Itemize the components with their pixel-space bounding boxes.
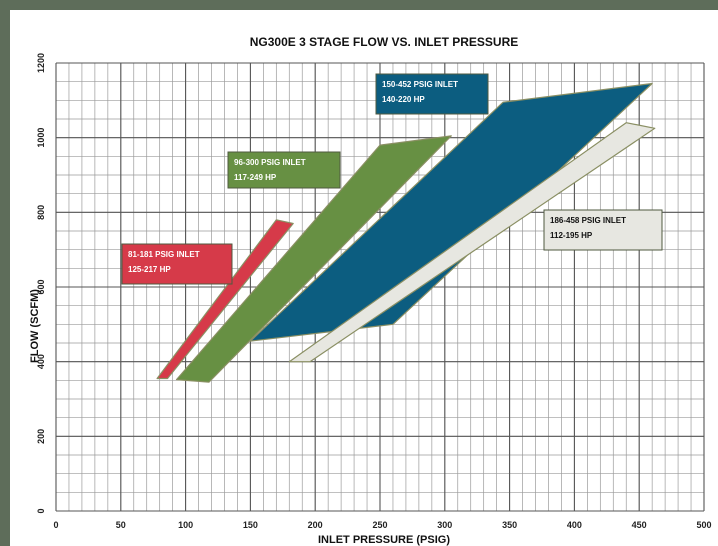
region-label-3: 186-458 PSIG INLET 112-195 HP <box>543 209 663 251</box>
region-2 <box>175 135 452 383</box>
chart-title: NG300E 3 STAGE FLOW VS. INLET PRESSURE <box>250 35 519 49</box>
chart-frame: 150-452 PSIG INLET 140-220 HP 96-300 PSIG … <box>10 10 718 546</box>
region-label-text: 81-181 PSIG INLET <box>128 250 200 259</box>
x-tick-label: 400 <box>567 520 582 530</box>
y-tick-label: 600 <box>36 279 46 294</box>
x-tick-label: 300 <box>437 520 452 530</box>
region-label-text: 140-220 HP <box>382 95 425 104</box>
x-tick-label: 50 <box>116 520 126 530</box>
region-label-box <box>121 243 233 285</box>
tick-labels: 0 50 100 150 200 250 300 350 400 450 500 0 200 400 600… <box>36 53 712 530</box>
region-label-text: 125-217 HP <box>128 265 171 274</box>
region-label-1: 150-452 PSIG INLET 140-220 HP <box>375 73 489 115</box>
region-label-2: 96-300 PSIG INLET 117-249 HP <box>227 151 341 189</box>
x-tick-label: 200 <box>308 520 323 530</box>
region-label-box <box>227 151 341 189</box>
y-tick-label: 0 <box>36 508 46 513</box>
region-label-box <box>543 209 663 251</box>
x-tick-label: 450 <box>632 520 647 530</box>
y-tick-label: 400 <box>36 354 46 369</box>
x-tick-label: 150 <box>243 520 258 530</box>
region-labels: 150-452 PSIG INLET 140-220 HP 96-300 PSIG … <box>121 73 663 285</box>
x-axis-title: INLET PRESSURE (PSIG) <box>318 534 450 546</box>
y-tick-label: 200 <box>36 429 46 444</box>
region-label-4: 81-181 PSIG INLET 125-217 HP <box>121 243 233 285</box>
region-4 <box>156 219 294 380</box>
x-tick-label: 0 <box>53 520 58 530</box>
region-label-text: 117-249 HP <box>234 173 277 182</box>
region-label-text: 96-300 PSIG INLET <box>234 158 306 167</box>
y-tick-label: 800 <box>36 205 46 220</box>
region-label-text: 150-452 PSIG INLET <box>382 80 458 89</box>
x-tick-label: 100 <box>178 520 193 530</box>
flow-vs-pressure-chart: 150-452 PSIG INLET 140-220 HP 96-300 PSIG … <box>29 35 712 546</box>
y-tick-label: 1200 <box>36 53 46 73</box>
region-3 <box>288 122 656 363</box>
x-tick-label: 350 <box>502 520 517 530</box>
region-label-text: 186-458 PSIG INLET <box>550 216 626 225</box>
operating-regions <box>156 82 656 383</box>
y-axis-title: FLOW (SCFM) <box>29 289 41 363</box>
y-tick-label: 1000 <box>36 128 46 148</box>
x-tick-label: 500 <box>696 520 711 530</box>
region-label-box <box>375 73 489 115</box>
region-label-text: 112-195 HP <box>550 231 593 240</box>
x-tick-label: 250 <box>372 520 387 530</box>
